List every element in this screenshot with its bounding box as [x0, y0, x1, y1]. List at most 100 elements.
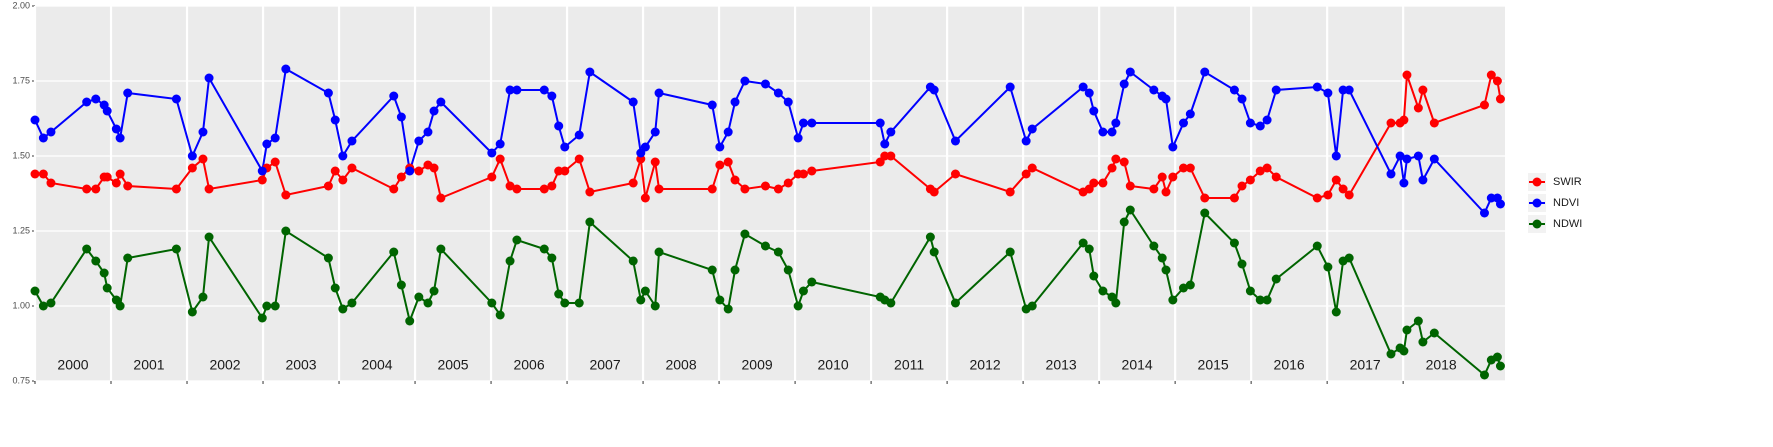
x-tick-label: 2014: [1122, 357, 1153, 373]
data-point: [1125, 205, 1135, 215]
data-point: [1200, 208, 1210, 218]
data-point: [1262, 295, 1272, 305]
data-point: [1255, 121, 1265, 131]
data-point: [574, 154, 584, 164]
data-point: [405, 166, 415, 176]
data-point: [1271, 172, 1281, 182]
data-point: [1331, 175, 1341, 185]
data-point: [270, 157, 280, 167]
data-point: [429, 286, 439, 296]
data-point: [281, 190, 291, 200]
data-point: [91, 256, 101, 266]
y-tick-label: 1.75: [12, 75, 30, 85]
y-tick-label: 0.75: [12, 375, 30, 385]
data-point: [760, 181, 770, 191]
data-point: [798, 118, 808, 128]
data-point: [1271, 85, 1281, 95]
data-point: [1418, 175, 1428, 185]
x-tick-label: 2018: [1426, 357, 1457, 373]
data-point: [436, 244, 446, 254]
data-point: [1486, 70, 1496, 80]
x-tick-label: 2013: [1046, 357, 1077, 373]
data-point: [1229, 193, 1239, 203]
data-point: [880, 139, 890, 149]
data-point: [1255, 166, 1265, 176]
data-point: [1245, 118, 1255, 128]
data-point: [1413, 151, 1423, 161]
data-point: [323, 88, 333, 98]
data-point: [1402, 70, 1412, 80]
data-point: [1344, 190, 1354, 200]
data-point: [204, 73, 214, 83]
data-point: [1323, 190, 1333, 200]
data-point: [123, 253, 133, 263]
data-point: [1149, 85, 1159, 95]
x-tick-label: 2012: [970, 357, 1001, 373]
data-point: [347, 298, 357, 308]
data-point: [429, 106, 439, 116]
data-point: [950, 169, 960, 179]
data-point: [187, 151, 197, 161]
data-point: [650, 301, 660, 311]
data-point: [262, 139, 272, 149]
data-point: [1021, 136, 1031, 146]
data-point: [115, 169, 125, 179]
data-point: [389, 247, 399, 257]
data-point: [654, 247, 664, 257]
x-tick-label: 2000: [57, 357, 88, 373]
y-tick-label: 1.50: [12, 150, 30, 160]
data-point: [547, 253, 557, 263]
data-point: [123, 181, 133, 191]
data-point: [1027, 163, 1037, 173]
data-point: [1413, 316, 1423, 326]
data-point: [640, 193, 650, 203]
data-point: [793, 133, 803, 143]
data-point: [773, 184, 783, 194]
data-point: [1262, 115, 1272, 125]
data-point: [323, 253, 333, 263]
data-point: [707, 184, 717, 194]
data-point: [1429, 154, 1439, 164]
data-point: [46, 127, 56, 137]
data-point: [1089, 271, 1099, 281]
data-point: [1399, 178, 1409, 188]
data-point: [38, 301, 48, 311]
data-point: [1399, 115, 1409, 125]
data-point: [1331, 307, 1341, 317]
data-point: [38, 133, 48, 143]
data-point: [330, 166, 340, 176]
data-point: [1479, 208, 1489, 218]
data-point: [1479, 100, 1489, 110]
data-point: [1323, 262, 1333, 272]
data-point: [347, 163, 357, 173]
data-point: [1168, 172, 1178, 182]
data-point: [554, 121, 564, 131]
data-point: [574, 130, 584, 140]
data-point: [1229, 85, 1239, 95]
data-point: [389, 184, 399, 194]
data-point: [585, 217, 595, 227]
data-point: [1078, 82, 1088, 92]
data-point: [111, 178, 121, 188]
data-point: [1168, 142, 1178, 152]
data-point: [30, 115, 40, 125]
data-point: [187, 163, 197, 173]
x-tick-label: 2015: [1198, 357, 1229, 373]
data-point: [123, 88, 133, 98]
data-point: [640, 142, 650, 152]
data-point: [1492, 76, 1502, 86]
data-point: [257, 313, 267, 323]
data-point: [487, 298, 497, 308]
data-point: [1495, 94, 1505, 104]
data-point: [1178, 118, 1188, 128]
legend-label: NDVI: [1553, 197, 1579, 209]
data-point: [487, 172, 497, 182]
x-tick-label: 2009: [742, 357, 773, 373]
data-point: [270, 301, 280, 311]
data-point: [414, 292, 424, 302]
data-point: [929, 187, 939, 197]
data-point: [886, 127, 896, 137]
data-point: [429, 163, 439, 173]
data-point: [1399, 346, 1409, 356]
